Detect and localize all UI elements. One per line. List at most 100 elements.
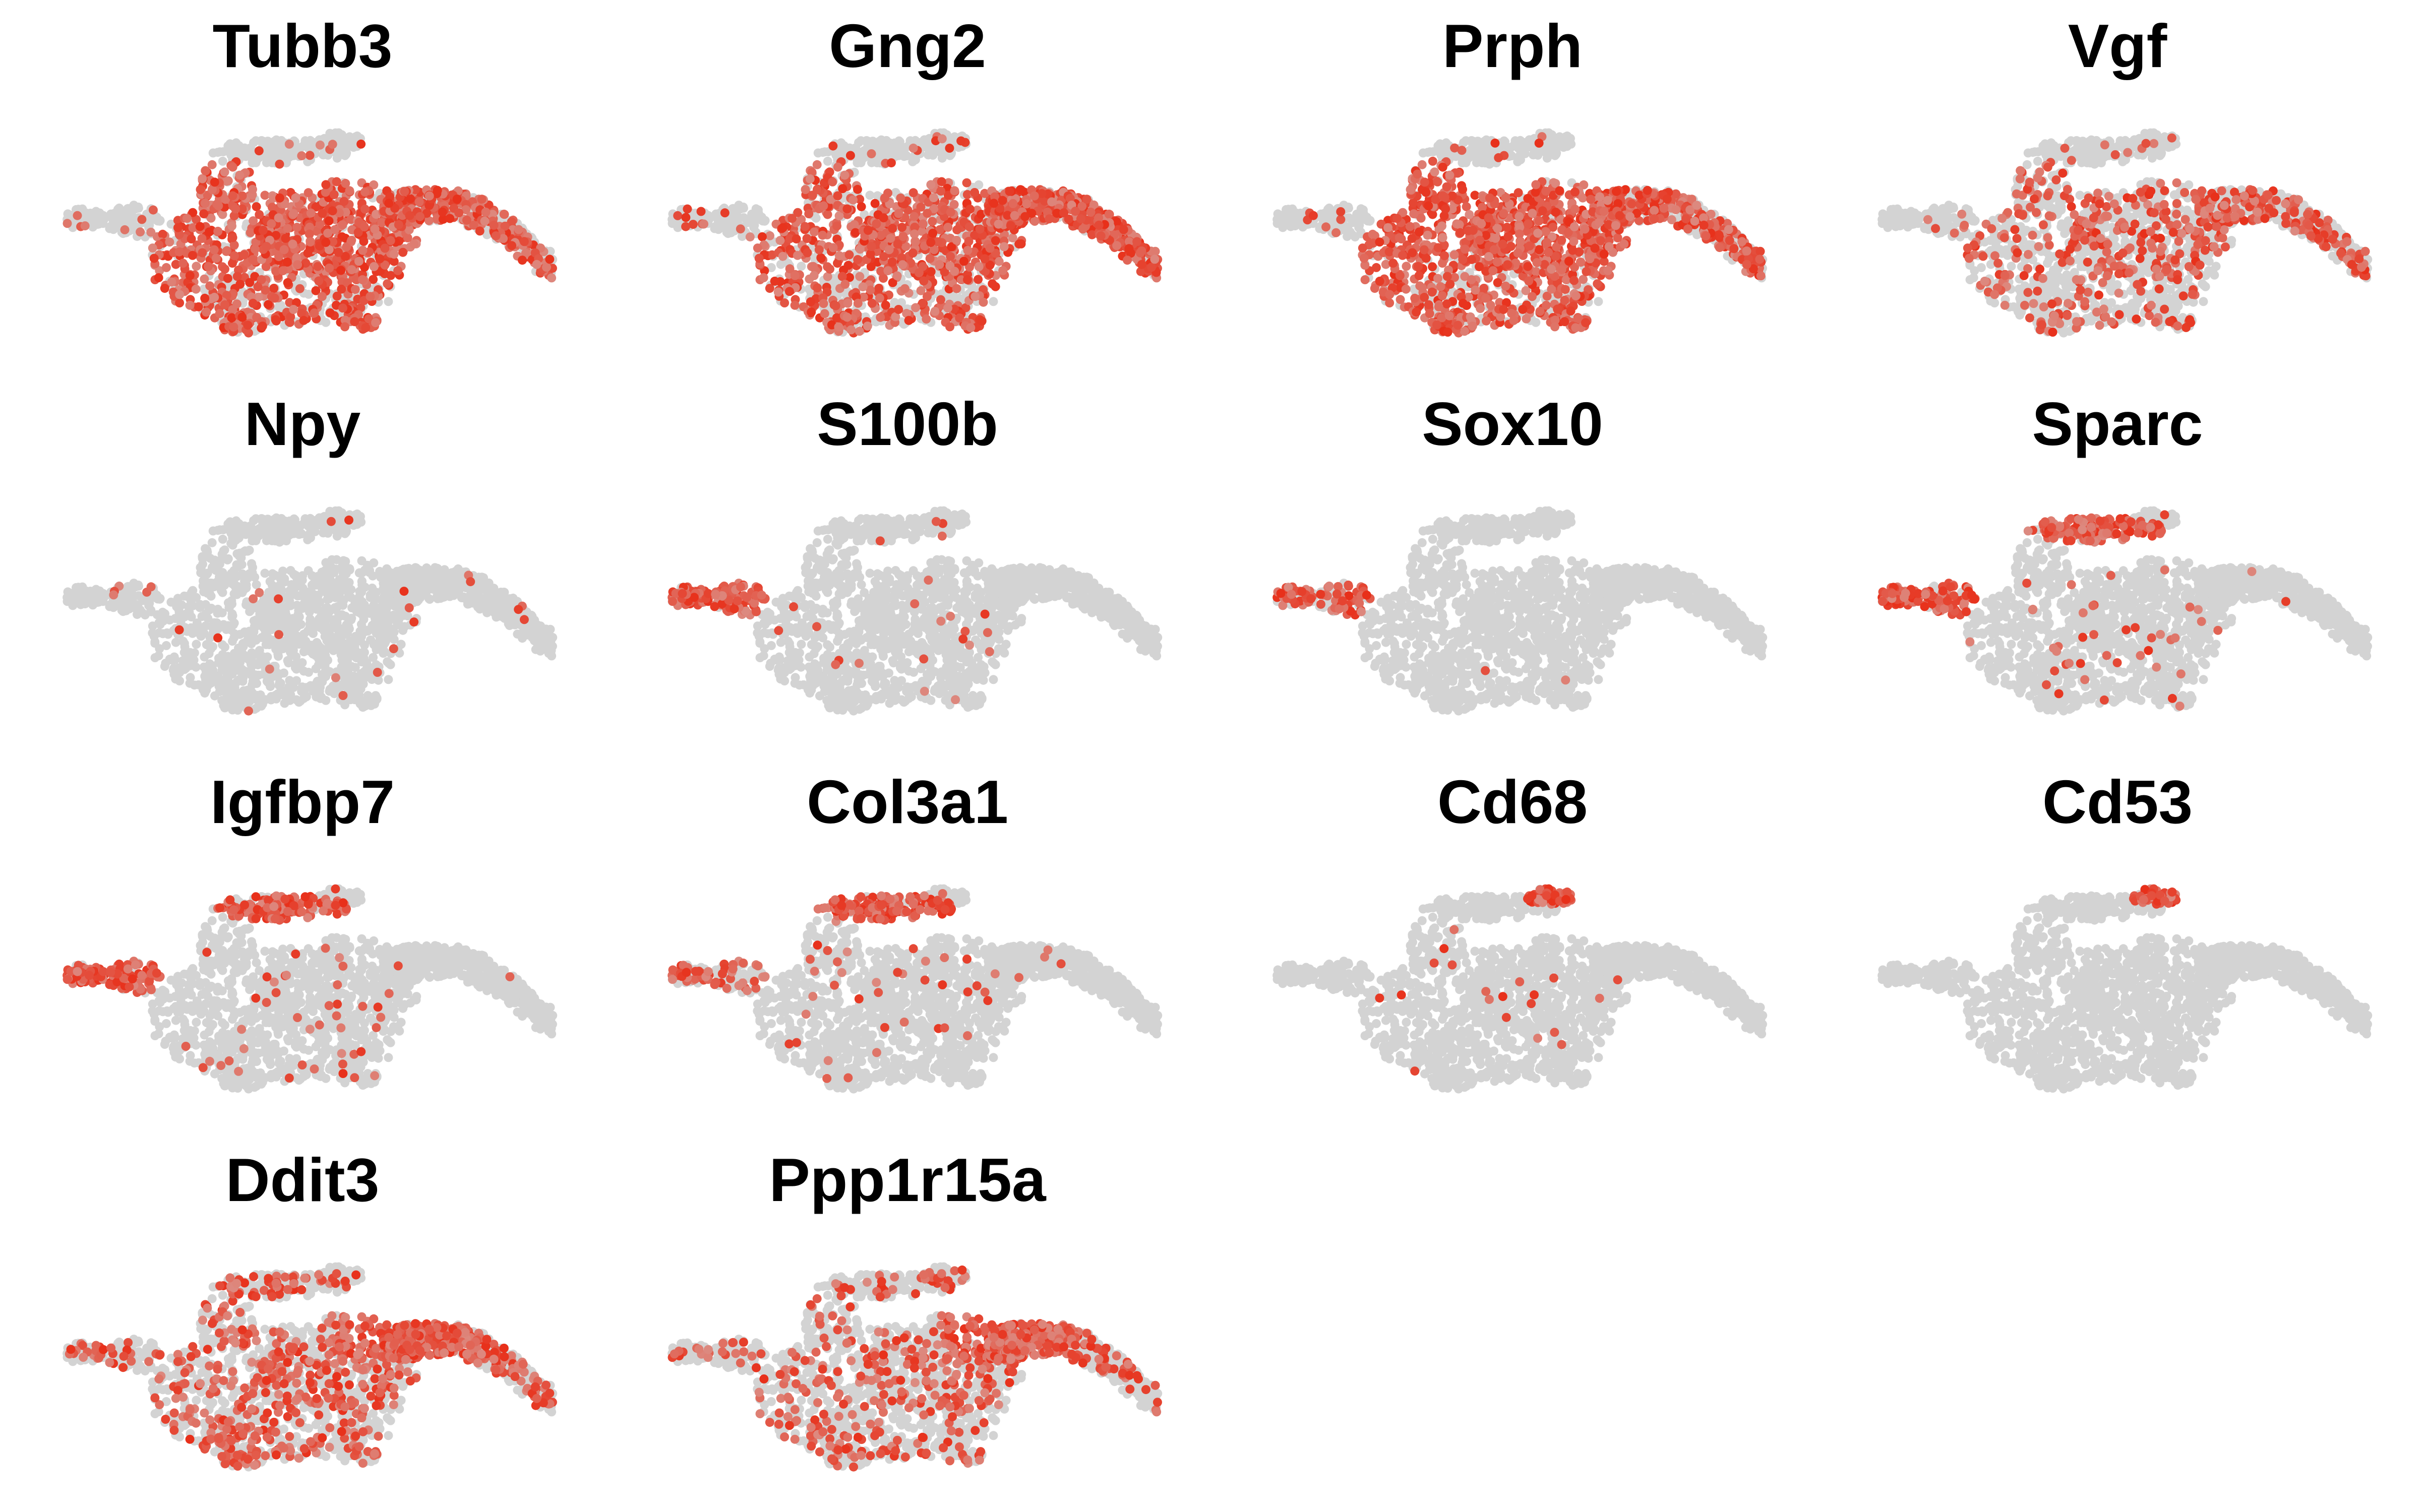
cell-point bbox=[171, 260, 180, 269]
cell-point bbox=[251, 136, 261, 146]
cell-point bbox=[1360, 261, 1370, 270]
cell-point bbox=[966, 323, 976, 333]
cell-point bbox=[754, 254, 764, 263]
cell-point bbox=[985, 260, 995, 270]
cell-point bbox=[1329, 218, 1339, 227]
cell-point bbox=[319, 150, 328, 160]
cell-point bbox=[1094, 213, 1103, 223]
cell-point bbox=[425, 191, 434, 201]
cell-point bbox=[438, 215, 448, 224]
cell-point bbox=[1347, 215, 1357, 224]
cell-point bbox=[462, 215, 471, 225]
cell-point bbox=[175, 298, 185, 307]
cell-point bbox=[398, 247, 408, 257]
cell-point bbox=[167, 277, 176, 287]
scatter-plot bbox=[1273, 128, 1768, 338]
cell-point bbox=[793, 250, 802, 260]
cell-point bbox=[855, 195, 865, 204]
cell-point bbox=[358, 275, 367, 284]
cell-point bbox=[845, 151, 855, 160]
cell-point bbox=[926, 267, 936, 276]
cell-point bbox=[1346, 228, 1355, 238]
cell-point bbox=[750, 220, 759, 230]
cell-point bbox=[788, 214, 797, 223]
cell-point bbox=[532, 260, 541, 269]
cell-point bbox=[257, 275, 266, 284]
cell-point bbox=[776, 260, 785, 269]
cell-point bbox=[863, 322, 872, 331]
cell-point bbox=[304, 143, 313, 153]
cell-point bbox=[757, 232, 767, 241]
cell-point bbox=[917, 226, 926, 236]
cell-point bbox=[350, 285, 360, 294]
cell-point bbox=[1077, 202, 1087, 211]
cell-point bbox=[131, 204, 140, 214]
cell-point bbox=[940, 267, 949, 277]
cell-point bbox=[323, 228, 333, 238]
cell-point bbox=[837, 145, 846, 154]
cell-point bbox=[989, 297, 998, 306]
cell-point bbox=[1355, 220, 1364, 230]
cell-point bbox=[1362, 212, 1371, 222]
cell-point bbox=[481, 208, 491, 217]
cell-point bbox=[919, 276, 929, 286]
cell-point bbox=[248, 255, 258, 264]
cell-point bbox=[893, 239, 902, 249]
cell-point bbox=[400, 186, 409, 196]
cell-point bbox=[507, 241, 517, 250]
cell-point bbox=[328, 237, 338, 246]
cell-point bbox=[1043, 207, 1052, 217]
cell-point bbox=[360, 263, 369, 272]
cell-point bbox=[1064, 214, 1073, 224]
cell-point bbox=[345, 186, 354, 196]
cell-point bbox=[802, 234, 812, 243]
cell-point bbox=[542, 263, 551, 272]
cell-point bbox=[200, 293, 210, 303]
cell-point bbox=[1398, 208, 1408, 217]
cell-point bbox=[254, 146, 264, 156]
cell-point bbox=[1481, 145, 1491, 154]
cell-point bbox=[935, 225, 945, 234]
cell-point bbox=[321, 238, 331, 247]
cell-point bbox=[971, 292, 980, 301]
cell-point bbox=[910, 222, 920, 232]
cell-point bbox=[337, 232, 347, 241]
cell-point bbox=[239, 250, 249, 260]
cell-point bbox=[482, 230, 492, 239]
cell-point bbox=[918, 219, 928, 229]
cell-point bbox=[888, 224, 897, 233]
cell-point bbox=[105, 224, 114, 233]
cell-point bbox=[823, 272, 832, 281]
cell-point bbox=[897, 223, 907, 232]
panel-title: Tubb3 bbox=[0, 15, 605, 77]
cell-point bbox=[202, 307, 211, 317]
cell-point bbox=[834, 322, 843, 332]
cell-point bbox=[929, 193, 938, 203]
cell-point bbox=[271, 145, 281, 154]
cell-point bbox=[820, 147, 829, 157]
cell-point bbox=[282, 258, 292, 267]
cell-point bbox=[198, 248, 207, 258]
cell-point bbox=[925, 254, 935, 263]
cell-point bbox=[292, 223, 302, 232]
cell-point bbox=[249, 216, 258, 226]
cell-point bbox=[237, 312, 247, 322]
cell-point bbox=[855, 327, 864, 336]
cell-point bbox=[360, 187, 370, 197]
cell-point bbox=[926, 238, 936, 247]
cell-point bbox=[207, 160, 217, 169]
cell-point bbox=[911, 303, 920, 312]
cell-point bbox=[999, 242, 1009, 251]
cell-point bbox=[1151, 246, 1160, 256]
cell-point bbox=[1438, 259, 1447, 268]
cell-point bbox=[371, 318, 380, 328]
cell-point bbox=[988, 279, 997, 288]
cell-point bbox=[283, 278, 292, 287]
cell-point bbox=[187, 234, 196, 244]
cell-point bbox=[1507, 151, 1517, 161]
cell-point bbox=[870, 199, 880, 208]
cell-point bbox=[369, 275, 378, 284]
cell-point bbox=[1052, 209, 1062, 218]
cell-point bbox=[272, 135, 281, 145]
cell-point bbox=[823, 210, 832, 219]
